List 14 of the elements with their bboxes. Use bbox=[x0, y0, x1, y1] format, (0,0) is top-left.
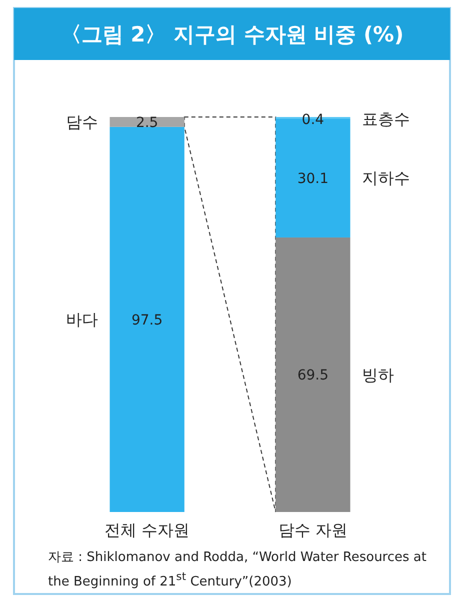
series-label: 지하수 bbox=[362, 168, 410, 188]
x-tick-label: 전체 수자원 bbox=[104, 520, 190, 540]
data-label: 97.5 bbox=[131, 312, 163, 328]
series-label: 담수 bbox=[66, 112, 98, 132]
data-label: 69.5 bbox=[297, 368, 329, 384]
series-label: 바다 bbox=[66, 310, 98, 330]
chart-title: 〈그림 2〉 지구의 수자원 비중 (%) bbox=[60, 22, 404, 46]
text: 자료 : Shiklomanov and Rodda, “World Water Resources at the Beginning of 21$^{st}$ Century”(2003) bbox=[48, 549, 428, 592]
data-label: 2.5 bbox=[136, 114, 158, 131]
series-label: 빙하 bbox=[362, 365, 394, 384]
series-label: 표층수 bbox=[362, 110, 410, 129]
data-label: 0.4 bbox=[302, 112, 324, 128]
data-label: 30.1 bbox=[297, 170, 329, 187]
x-tick-label: 담수 자원 bbox=[278, 520, 348, 540]
